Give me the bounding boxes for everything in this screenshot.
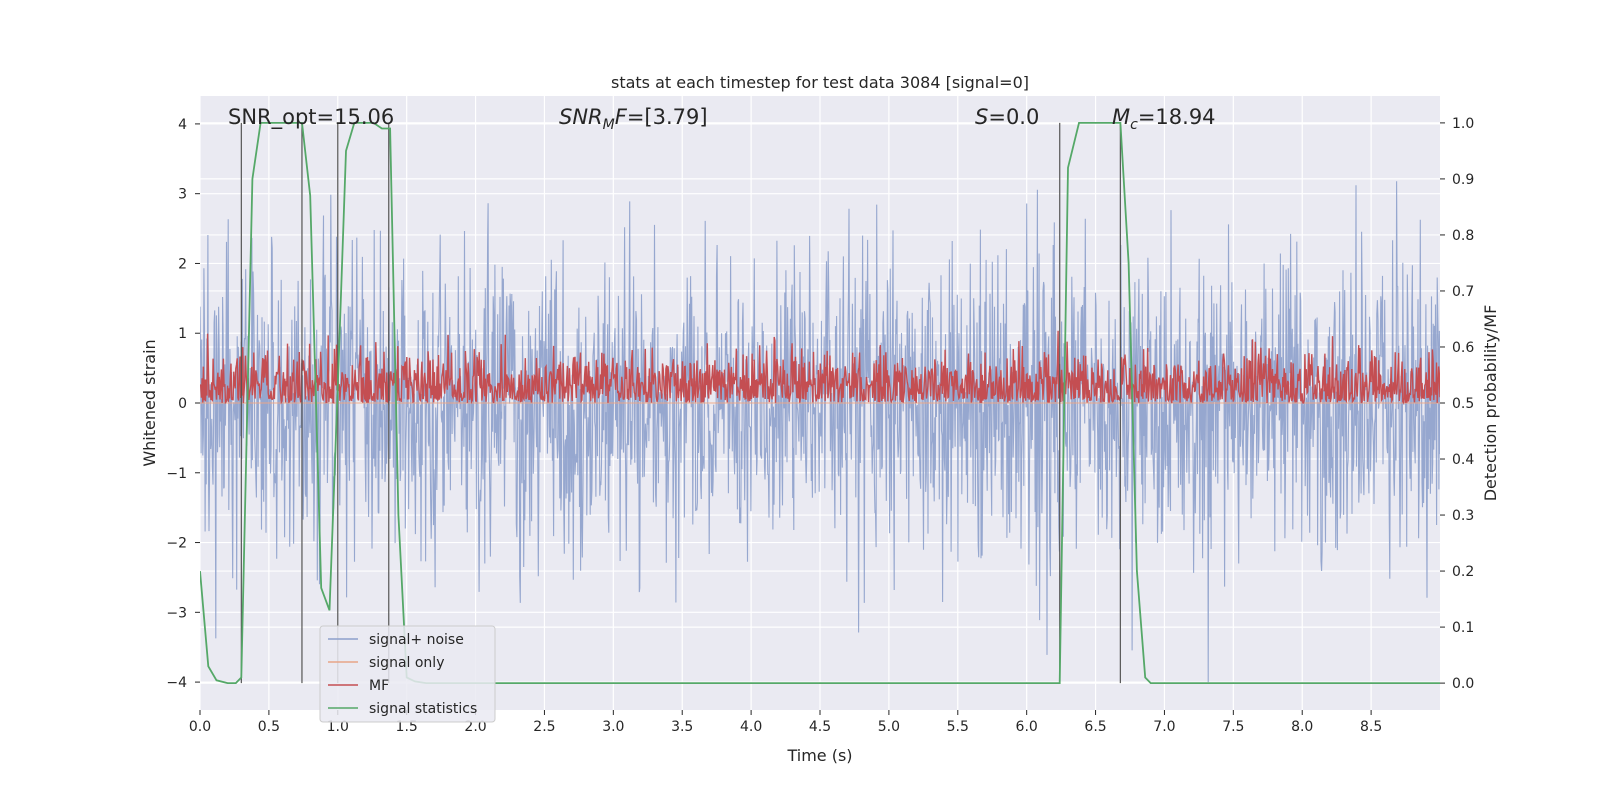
y-axis-label: Whitened strain [140,339,159,466]
x-tick-label-8: 4.0 [740,719,762,735]
x-tick-label-16: 8.0 [1291,719,1313,735]
y-tick-label-7: 3 [178,187,187,203]
series-signal-statistics [200,122,1440,684]
y2-tick-label-10: 1.0 [1452,116,1474,132]
y2-tick-label-7: 0.7 [1452,284,1474,300]
annotation-mc: Mc=18.94 [1112,105,1216,133]
x-tick-label-2: 1.0 [327,719,349,735]
annotation-snr-mf-f: F [615,105,628,129]
annotation-snr-mf: SNRMF=[3.79] [559,105,708,133]
annotation-s: S=0.0 [975,105,1039,129]
annotation-mc-value: =18.94 [1138,105,1216,129]
y-tick-label-3: −1 [166,466,187,482]
x-tick-label-13: 6.5 [1084,719,1106,735]
legend-label-signal-noise: signal+ noise [369,632,464,648]
y2-tick-label-3: 0.3 [1452,508,1474,524]
legend-label-signal-only: signal only [369,655,444,671]
y-tick-label-4: 0 [178,396,187,412]
x-tick-label-12: 6.0 [1016,719,1038,735]
y2-axis-label: Detection probability/MF [1481,305,1500,502]
series-layer [200,122,1440,684]
x-tick-label-10: 5.0 [878,719,900,735]
y2-tick-label-8: 0.8 [1452,228,1474,244]
y-tick-label-2: −2 [166,536,187,552]
legend-label-mf: MF [369,678,389,694]
x-tick-label-7: 3.5 [671,719,693,735]
annotation-snr-mf-sub: M [603,117,615,133]
y2-tick-label-9: 0.9 [1452,172,1474,188]
y2-tick-label-4: 0.4 [1452,452,1474,468]
x-tick-label-4: 2.0 [464,719,486,735]
legend-label-signal-statistics: signal statistics [369,701,477,717]
legend: signal+ noise signal only MF signal stat… [319,625,496,723]
y-tick-label-6: 2 [178,256,187,272]
y-tick-label-1: −3 [166,605,187,621]
x-tick-label-5: 2.5 [533,719,555,735]
chart-title: stats at each timestep for test data 308… [611,73,1029,92]
series-mf [200,330,1440,405]
x-tick-label-17: 8.5 [1360,719,1382,735]
x-axis-ticks: 0.0 0.5 1.0 1.5 2.0 2.5 3.0 3.5 4.0 4.5 5.0 5.5 6.0 6… [189,710,1382,735]
x-axis-label: Time (s) [786,746,852,765]
annotation-snr-mf-value: =[3.79] [627,105,708,129]
x-tick-label-6: 3.0 [602,719,624,735]
y-tick-label-5: 1 [178,326,187,342]
legend-box [319,625,496,723]
x-tick-label-0: 0.0 [189,719,211,735]
x-tick-label-1: 0.5 [258,719,280,735]
annotation-s-symbol: S [975,105,988,129]
x-tick-label-11: 5.5 [947,719,969,735]
annotation-s-value: =0.0 [988,105,1039,129]
x-tick-label-3: 1.5 [396,719,418,735]
y2-tick-label-1: 0.1 [1452,620,1474,636]
y2-tick-label-6: 0.6 [1452,340,1474,356]
x-tick-label-14: 7.0 [1153,719,1175,735]
y-axis-ticks: −4 −3 −2 −1 0 1 2 3 4 [166,117,200,691]
y2-axis-ticks: 0.0 0.1 0.2 0.3 0.4 0.5 0.6 0.7 0.8 0.9 1.0 [1440,116,1474,692]
annotation-mc-symbol: M [1112,105,1130,129]
y2-tick-label-5: 0.5 [1452,396,1474,412]
x-tick-label-9: 4.5 [809,719,831,735]
annotation-snr-mf-main: SNR [559,105,603,129]
series-signal-noise [200,181,1440,683]
x-tick-label-15: 7.5 [1222,719,1244,735]
y-tick-label-8: 4 [178,117,187,133]
y2-tick-label-2: 0.2 [1452,564,1474,580]
annotation-mc-sub: c [1130,117,1138,133]
y2-tick-label-0: 0.0 [1452,676,1474,692]
annotation-snr-opt: SNR_opt=15.06 [228,105,394,130]
y-tick-label-0: −4 [166,675,187,691]
